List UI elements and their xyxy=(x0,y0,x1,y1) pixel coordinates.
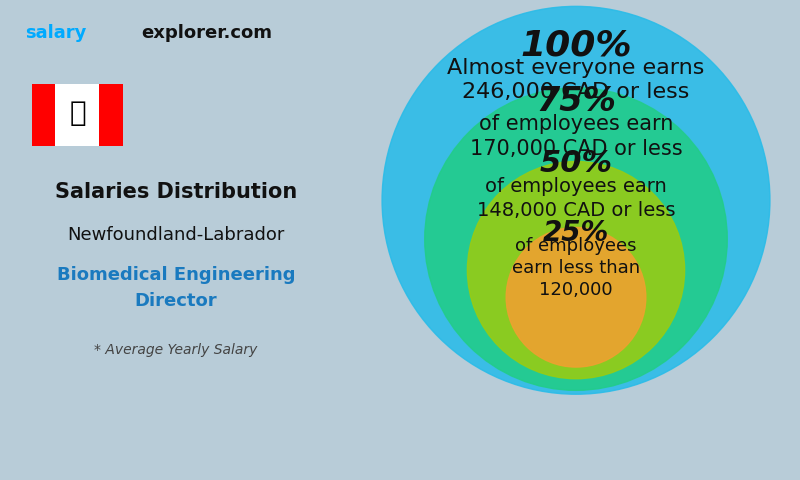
Text: of employees earn
148,000 CAD or less: of employees earn 148,000 CAD or less xyxy=(477,177,675,220)
Circle shape xyxy=(382,6,770,394)
Bar xyxy=(99,84,123,146)
Text: 50%: 50% xyxy=(539,149,613,178)
Text: 100%: 100% xyxy=(520,28,632,62)
Text: Salaries Distribution: Salaries Distribution xyxy=(55,182,297,202)
Text: of employees earn
170,000 CAD or less: of employees earn 170,000 CAD or less xyxy=(470,114,682,159)
Bar xyxy=(32,84,55,146)
Circle shape xyxy=(425,88,727,390)
Text: Almost everyone earns
246,000 CAD or less: Almost everyone earns 246,000 CAD or les… xyxy=(447,58,705,102)
Circle shape xyxy=(467,161,685,379)
Text: 🍁: 🍁 xyxy=(69,99,86,127)
Text: Newfoundland-Labrador: Newfoundland-Labrador xyxy=(67,226,285,244)
Text: salary: salary xyxy=(25,24,86,42)
Circle shape xyxy=(506,228,646,367)
Text: 75%: 75% xyxy=(536,85,616,118)
Text: Biomedical Engineering
Director: Biomedical Engineering Director xyxy=(57,266,295,310)
Text: 25%: 25% xyxy=(543,219,609,247)
Text: * Average Yearly Salary: * Average Yearly Salary xyxy=(94,343,258,358)
Text: explorer.com: explorer.com xyxy=(141,24,272,42)
Text: of employees
earn less than
120,000: of employees earn less than 120,000 xyxy=(512,237,640,300)
Bar xyxy=(32,84,123,146)
